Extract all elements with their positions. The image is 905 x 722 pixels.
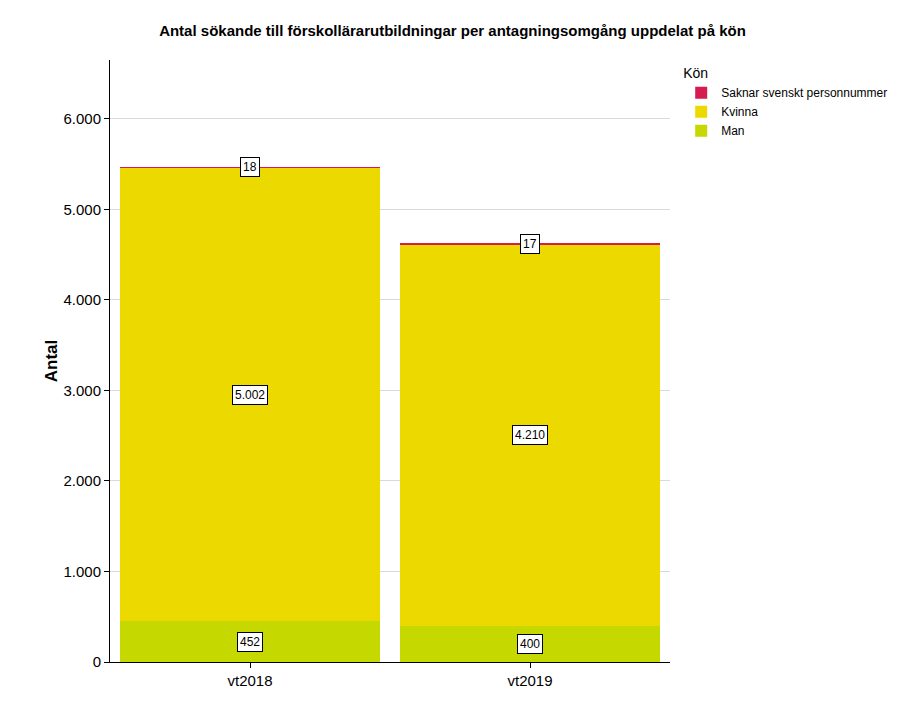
svg-text:400: 400 [520, 637, 540, 651]
svg-text:17: 17 [523, 237, 537, 251]
svg-text:vt2018: vt2018 [227, 672, 272, 689]
svg-text:Kvinna: Kvinna [721, 105, 758, 119]
svg-text:Antal sökande till förskollära: Antal sökande till förskollärarutbildnin… [159, 22, 746, 39]
svg-text:452: 452 [240, 635, 260, 649]
svg-text:3.000: 3.000 [63, 382, 101, 399]
svg-text:4.000: 4.000 [63, 291, 101, 308]
svg-text:0: 0 [93, 653, 101, 670]
svg-text:18: 18 [243, 160, 257, 174]
svg-text:6.000: 6.000 [63, 110, 101, 127]
svg-text:4.210: 4.210 [515, 428, 545, 442]
svg-text:1.000: 1.000 [63, 563, 101, 580]
svg-text:Kön: Kön [683, 65, 708, 81]
svg-text:2.000: 2.000 [63, 472, 101, 489]
svg-text:Antal: Antal [42, 340, 61, 383]
svg-text:Man: Man [721, 124, 744, 138]
svg-text:5.002: 5.002 [235, 388, 265, 402]
svg-text:Saknar svenskt personnummer: Saknar svenskt personnummer [721, 86, 887, 100]
svg-text:vt2019: vt2019 [507, 672, 552, 689]
svg-text:5.000: 5.000 [63, 201, 101, 218]
